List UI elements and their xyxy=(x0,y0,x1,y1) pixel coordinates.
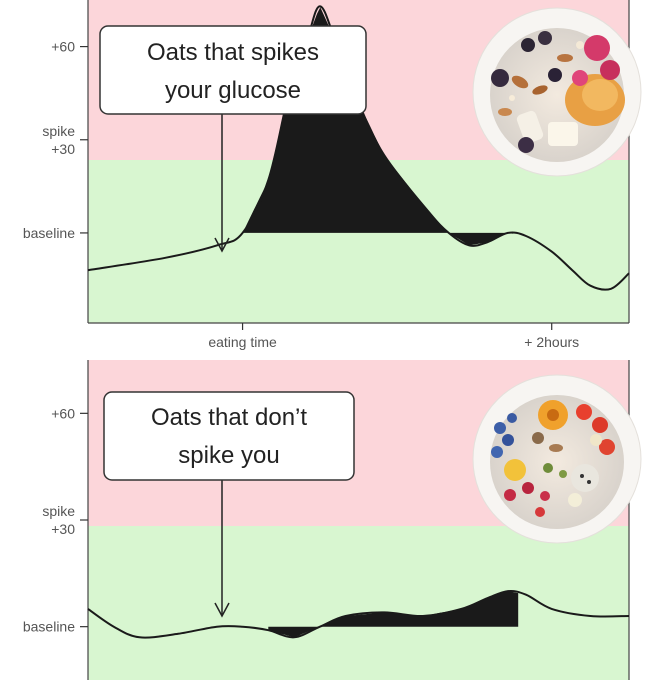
callout-text-line-2b: spike you xyxy=(178,442,279,469)
y-tick-label: +30 xyxy=(51,521,75,537)
y-tick-label: +60 xyxy=(51,39,75,55)
y-tick-label: spike xyxy=(42,123,75,139)
x-axis-1: eating time + 2hours xyxy=(208,323,579,350)
callout-1: Oats that spikes your glucose xyxy=(99,25,367,253)
y-tick-label: +60 xyxy=(51,405,75,421)
oats-bowl-image-1 xyxy=(472,7,642,177)
y-tick-label: +30 xyxy=(51,141,75,157)
glucose-curve-2 xyxy=(87,589,630,639)
oats-bowl-image-2 xyxy=(472,374,642,544)
callout-box-2 xyxy=(103,391,355,481)
glucose-spike-area-2 xyxy=(268,591,519,638)
safe-zone-2 xyxy=(88,526,629,680)
callout-arrowhead-1 xyxy=(214,237,230,253)
glucose-chart-2: +60 spike +30 baseline Oats that don’t spik… xyxy=(23,360,642,680)
callout-arrowhead-2 xyxy=(214,602,230,618)
y-axis-2: +60 spike +30 baseline xyxy=(23,405,88,635)
x-tick-label: + 2hours xyxy=(524,334,579,350)
x-tick-label: eating time xyxy=(208,334,277,350)
callout-2: Oats that don’t spike you xyxy=(103,391,355,618)
callout-text-line-1b: your glucose xyxy=(165,77,301,104)
y-tick-label: baseline xyxy=(23,619,75,635)
callout-text-line-2a: Oats that don’t xyxy=(151,404,307,431)
glucose-curve-1 xyxy=(87,5,630,291)
callout-box-1 xyxy=(99,25,367,115)
callout-text-line-1a: Oats that spikes xyxy=(147,39,319,66)
y-axis-1: +60 spike +30 baseline xyxy=(23,39,88,241)
y-tick-label: spike xyxy=(42,503,75,519)
y-tick-label: baseline xyxy=(23,225,75,241)
